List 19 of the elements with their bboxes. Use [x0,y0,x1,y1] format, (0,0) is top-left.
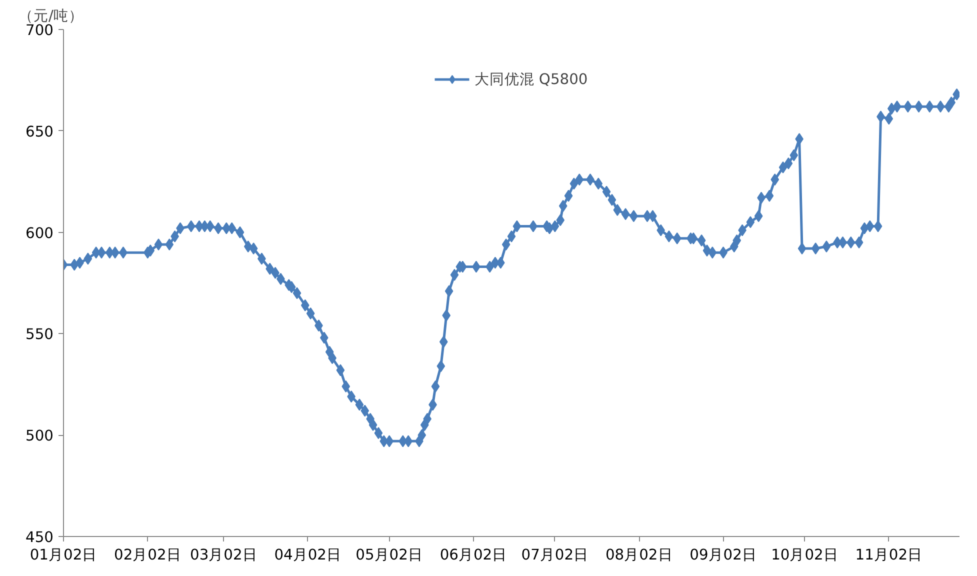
x-tick-label: 05月02日 [356,546,423,564]
x-tick-label: 04月02日 [274,546,342,564]
x-tick-label: 11月02日 [855,546,923,564]
y-tick-label: 650 [26,123,54,140]
x-tick-label: 01月02日 [30,546,98,564]
y-tick-label: 550 [26,326,54,344]
x-tick-label: 07月02日 [521,546,589,564]
y-tick-label: 500 [26,428,54,445]
x-tick-label: 06月02日 [440,546,508,564]
x-tick-label: 09月02日 [690,546,757,564]
x-tick-label: 10月02日 [771,546,838,564]
x-tick-label: 03月02日 [190,546,258,564]
y-tick-label: 700 [26,22,54,39]
x-tick-label: 02月02日 [114,546,182,564]
y-axis-title: （元/吨） [18,8,84,24]
legend-label: 大同优混 Q5800 [474,70,588,88]
y-tick-label: 450 [26,529,54,546]
x-tick-label: 08月02日 [605,546,673,564]
y-tick-label: 600 [26,224,54,242]
